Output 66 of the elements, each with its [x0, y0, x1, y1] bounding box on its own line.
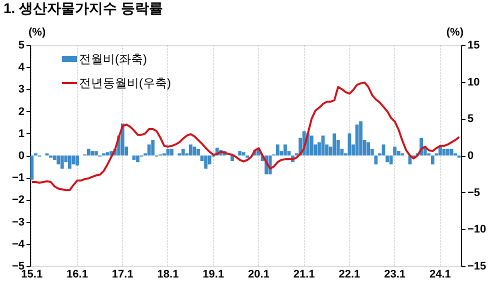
y-tick-label: 2: [18, 106, 24, 118]
x-tick-label: 19.1: [202, 268, 224, 280]
y2-tick-label: 10: [468, 76, 480, 88]
y-tick-label: −4: [12, 238, 26, 250]
x-tick-label: 23.1: [384, 268, 406, 280]
bar: [276, 144, 280, 156]
bar: [386, 156, 389, 162]
x-tick-label: 21.1: [293, 268, 315, 280]
bar: [76, 156, 79, 166]
bar: [181, 148, 185, 156]
bar: [151, 140, 155, 156]
bar: [242, 152, 246, 156]
x-tick-label: 24.1: [429, 268, 451, 280]
x-tick-label: 22.1: [338, 268, 360, 280]
legend-label: 전년동월비(우축): [79, 76, 171, 90]
bar: [238, 151, 242, 156]
y2-tick-label: −15: [468, 260, 486, 272]
y-tick-label: −3: [12, 216, 24, 228]
bar: [196, 148, 200, 156]
y-tick-label: 0: [18, 150, 24, 162]
bar: [204, 156, 208, 169]
x-tick-label: 20.1: [248, 268, 270, 280]
bar: [393, 146, 397, 156]
bar: [230, 156, 234, 162]
legend-label: 전월비(좌축): [79, 52, 147, 66]
y-tick-label: 4: [18, 62, 26, 74]
x-tick-label: 17.1: [112, 268, 134, 280]
bar: [192, 146, 196, 156]
bar: [132, 156, 136, 160]
bar: [389, 156, 393, 164]
y2-tick-label: 0: [468, 150, 474, 162]
bar: [106, 152, 110, 156]
y2-tick-label: −5: [468, 186, 480, 199]
bar: [332, 133, 336, 156]
bar: [60, 156, 64, 169]
bar: [366, 142, 370, 156]
bar: [374, 156, 378, 164]
y-tick-label: −2: [12, 194, 24, 206]
y2-axis-title: (%): [446, 26, 464, 38]
x-tick-label: 16.1: [66, 268, 88, 280]
bar: [446, 148, 450, 156]
y-tick-label: 1: [18, 128, 24, 140]
bar: [86, 148, 90, 156]
x-tick-label: 15.1: [21, 268, 43, 280]
chart-title: 1. 생산자물가지수 등락률: [3, 0, 163, 16]
bar: [310, 136, 314, 156]
bar: [188, 144, 192, 156]
bar: [438, 146, 442, 156]
bar: [147, 144, 151, 156]
bar: [430, 156, 434, 164]
y-tick-label: −1: [12, 172, 24, 184]
bar: [136, 156, 140, 162]
y2-tick-label: 5: [468, 113, 474, 126]
bar: [94, 151, 98, 156]
bar: [283, 144, 287, 156]
y2-tick-label: 15: [468, 40, 480, 52]
bar: [68, 156, 72, 169]
bar: [170, 148, 174, 156]
y-tick-label: 3: [18, 84, 24, 96]
x-tick-label: 18.1: [157, 268, 179, 280]
bar: [359, 121, 363, 156]
bar: [90, 151, 94, 156]
bar: [30, 156, 34, 180]
y-tick-label: 5: [18, 40, 24, 52]
y2-tick-label: −10: [468, 224, 486, 236]
y-axis-title: (%): [28, 26, 46, 38]
